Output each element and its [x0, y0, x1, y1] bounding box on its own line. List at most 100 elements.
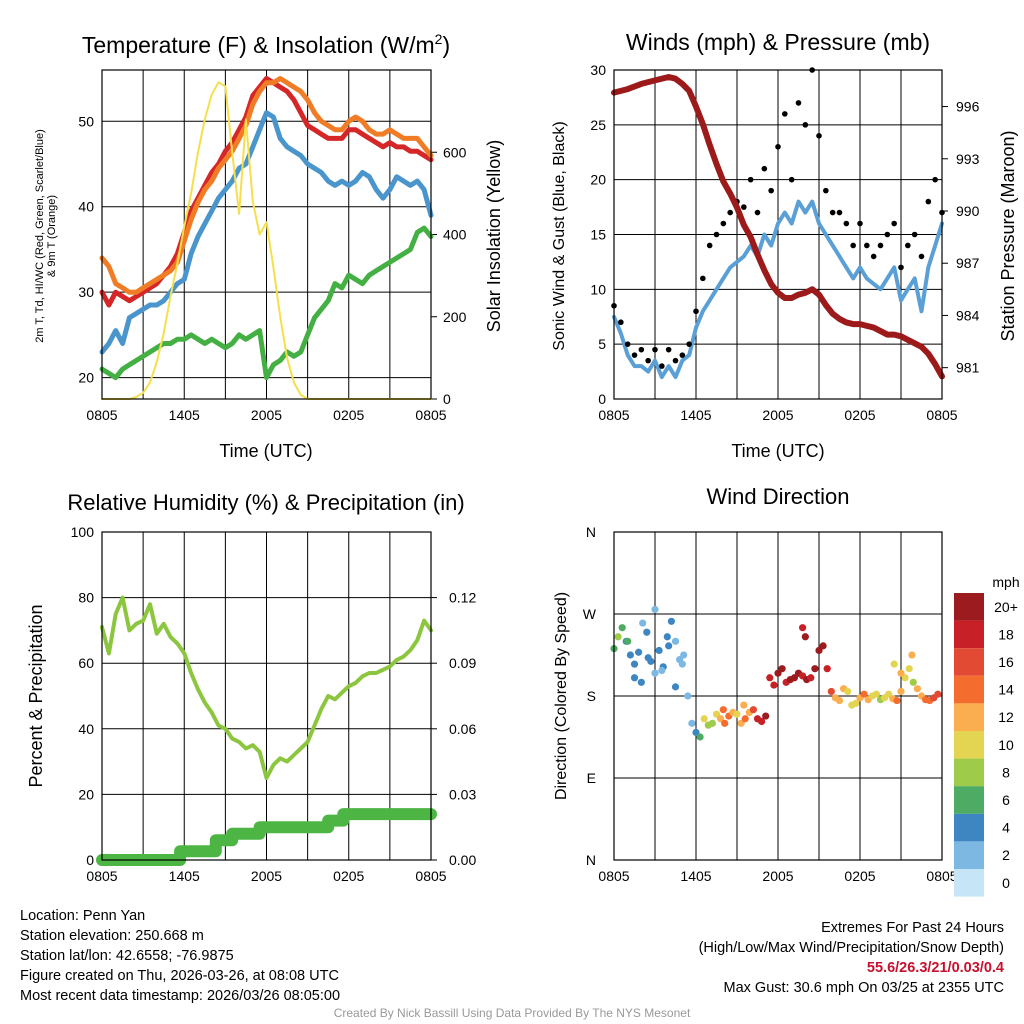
- temp-ytick-right: 200: [443, 309, 467, 325]
- rh-series-rh: [100, 595, 433, 780]
- temp-series-insolation: [101, 81, 432, 400]
- dir-point: [637, 678, 645, 686]
- winds-right-axis-label: Station Pressure (Maroon): [998, 130, 1018, 341]
- wind-gust-point: [659, 363, 665, 369]
- dir-point: [630, 674, 639, 682]
- wind-ytick-right: 987: [956, 255, 980, 271]
- chart2-xtick-label: 0805: [415, 868, 446, 884]
- dir-point: [663, 633, 671, 641]
- temp-plot-frame: [101, 69, 432, 400]
- dir-point: [770, 681, 778, 689]
- colorbar-label: 6: [1002, 792, 1010, 808]
- colorbar-swatch: [954, 758, 984, 787]
- dir-point: [696, 733, 704, 741]
- wind-ytick-right: 984: [956, 307, 980, 323]
- temp-ytick-left: 30: [78, 284, 94, 300]
- dir-point: [665, 642, 673, 650]
- station-latlon: Station lat/lon: 42.6558; -76.9875: [20, 948, 234, 964]
- temperature-panel: Temperature (F) & Insolation (W/m2) 2m T…: [34, 31, 504, 461]
- dir-point: [801, 633, 809, 641]
- wind-series-pressure: [611, 74, 945, 380]
- temperature-right-axis-label: Solar Insolation (Yellow): [484, 140, 504, 332]
- colorbar-label: 2: [1002, 847, 1010, 863]
- wind-gust-point: [843, 220, 850, 227]
- dir-ytick-label: E: [587, 770, 596, 786]
- wind-gust-point: [918, 253, 925, 260]
- colorbar-swatch: [954, 786, 984, 814]
- chart3-xtick-label: 1405: [680, 868, 711, 884]
- dir-ytick-label: N: [586, 524, 596, 540]
- wind-gust-point: [747, 176, 754, 183]
- colorbar-label: 12: [998, 709, 1014, 725]
- temp-series-temp: [99, 76, 434, 308]
- dir-point: [823, 665, 831, 673]
- dir-point: [684, 692, 692, 700]
- dir-point: [624, 637, 632, 645]
- wind-gust-point: [645, 357, 651, 364]
- chart-layer: 0805 1405 2005 0205 080520304050020040060008…: [71, 62, 1018, 897]
- rh-ytick-right: 0.09: [449, 655, 476, 671]
- dir-point: [708, 719, 717, 727]
- dir-point: [626, 651, 635, 659]
- dir-point: [700, 715, 708, 723]
- dir-point: [643, 628, 651, 636]
- humidity-left-axis-label: Percent & Precipitation: [26, 604, 46, 787]
- chart0-xtick-label: 0805: [415, 407, 446, 423]
- colorbar-swatch: [954, 813, 984, 842]
- dir-point: [688, 719, 696, 727]
- dir-point: [644, 654, 652, 662]
- wind-gust-point: [706, 242, 713, 249]
- rh-ytick-left: 40: [78, 721, 94, 737]
- rh-ytick-right: 0.06: [449, 721, 476, 737]
- winds-left-axis-label: Sonic Wind & Gust (Blue, Black): [551, 121, 568, 350]
- humidity-panel: Relative Humidity (%) & Precipitation (i…: [26, 490, 465, 788]
- dir-point: [651, 669, 659, 677]
- chart0-xtick-label: 1405: [169, 407, 200, 423]
- chart2-xtick-label: 1405: [169, 868, 200, 884]
- colorbar-label: 16: [998, 654, 1014, 670]
- wind-series-wind: [612, 199, 944, 380]
- dir-point: [618, 624, 626, 632]
- dir-point: [741, 715, 749, 723]
- wind-gust-point: [850, 242, 856, 249]
- wind-gust-point: [877, 242, 884, 249]
- wind-ytick-left: 5: [598, 336, 606, 352]
- wind-gust-point: [679, 352, 686, 358]
- wind-gust-point: [624, 341, 631, 347]
- wind-ytick-right: 993: [956, 151, 980, 167]
- dir-point: [758, 717, 766, 726]
- colorbar-label: 18: [998, 626, 1014, 642]
- extremes-subtitle: (High/Low/Max Wind/Precipitation/Snow De…: [698, 940, 1004, 956]
- dir-point: [908, 651, 916, 659]
- dir-point: [897, 669, 905, 677]
- colorbar-label: 10: [998, 737, 1014, 753]
- wind-gust-point: [932, 176, 938, 183]
- chart2-xtick-label: 0205: [333, 868, 364, 884]
- colorbar-swatch: [954, 703, 984, 731]
- wind-gust-point: [925, 198, 932, 205]
- colorbar-swatch: [954, 593, 984, 621]
- direction-panel: Wind Direction Direction (Colored By Spe…: [553, 484, 1020, 800]
- colorbar-swatch: [954, 731, 984, 759]
- wind-gust-point: [754, 209, 761, 216]
- dir-point: [934, 690, 942, 698]
- colorbar-swatch: [954, 869, 984, 897]
- wind-gust-point: [816, 133, 822, 139]
- temp-series-dewpoint: [99, 225, 434, 381]
- temperature-x-axis-label: Time (UTC): [219, 441, 312, 461]
- figure-created: Figure created on Thu, 2026-03-26, at 08…: [20, 968, 339, 984]
- wind-ytick-right: 996: [956, 99, 980, 115]
- dir-point: [872, 690, 881, 698]
- colorbar-swatch: [954, 620, 984, 649]
- rh-plot-frame: [101, 531, 432, 861]
- wind-gust-point: [864, 242, 870, 249]
- wind-gust-point: [713, 231, 720, 238]
- chart0-xtick-label: 0205: [333, 407, 364, 423]
- dir-point: [678, 660, 686, 668]
- extremes-info: Extremes For Past 24 Hours (High/Low/Max…: [699, 918, 1004, 998]
- dir-ytick-label: W: [583, 606, 597, 622]
- dir-plot-frame: [613, 531, 943, 861]
- dir-point: [909, 678, 917, 686]
- dir-point: [819, 642, 827, 650]
